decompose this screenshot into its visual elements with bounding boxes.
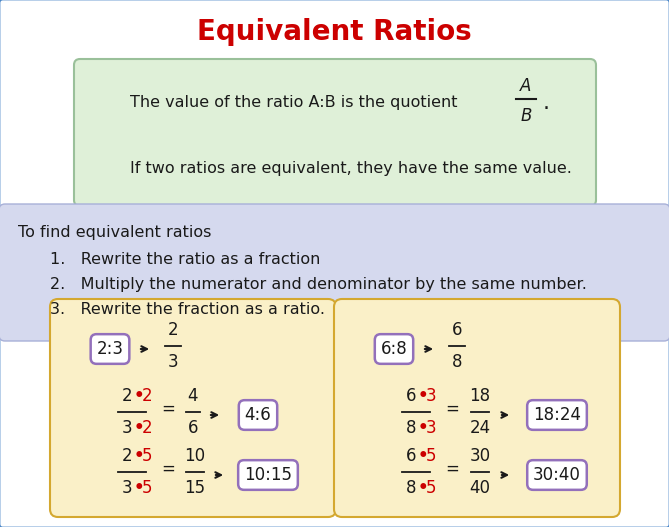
Text: =: = <box>445 400 459 418</box>
Text: •: • <box>418 419 429 437</box>
Text: =: = <box>161 400 175 418</box>
Text: 2: 2 <box>142 387 153 405</box>
Text: 30: 30 <box>470 447 490 465</box>
Text: 5: 5 <box>426 447 436 465</box>
Text: 8: 8 <box>405 479 416 497</box>
Text: 6: 6 <box>405 387 416 405</box>
Text: 4: 4 <box>188 387 198 405</box>
Text: The value of the ratio A:B is the quotient: The value of the ratio A:B is the quotie… <box>130 95 458 111</box>
Text: =: = <box>161 460 175 478</box>
Text: 6: 6 <box>405 447 416 465</box>
Text: 8: 8 <box>405 419 416 437</box>
Text: 6: 6 <box>188 419 198 437</box>
FancyBboxPatch shape <box>0 204 669 341</box>
FancyBboxPatch shape <box>74 59 596 206</box>
Text: 5: 5 <box>142 447 153 465</box>
Text: 2:3: 2:3 <box>96 340 124 358</box>
FancyBboxPatch shape <box>50 299 336 517</box>
Text: 3: 3 <box>426 387 437 405</box>
Text: 2: 2 <box>142 419 153 437</box>
Text: 6: 6 <box>452 321 462 339</box>
Text: 4:6: 4:6 <box>245 406 272 424</box>
Text: To find equivalent ratios: To find equivalent ratios <box>18 225 211 239</box>
Text: •: • <box>418 479 429 497</box>
Text: 8: 8 <box>452 353 462 371</box>
Text: 2: 2 <box>121 387 132 405</box>
Text: 6:8: 6:8 <box>381 340 407 358</box>
Text: 3: 3 <box>168 353 179 371</box>
Text: 40: 40 <box>470 479 490 497</box>
Text: •: • <box>134 387 145 405</box>
Text: •: • <box>418 447 429 465</box>
Text: •: • <box>134 419 145 437</box>
Text: 10:15: 10:15 <box>244 466 292 484</box>
Text: •: • <box>134 479 145 497</box>
Text: 3: 3 <box>121 419 132 437</box>
FancyBboxPatch shape <box>334 299 620 517</box>
Text: 3: 3 <box>426 419 437 437</box>
Text: 2: 2 <box>168 321 179 339</box>
Text: $B$: $B$ <box>520 107 533 125</box>
Text: 18: 18 <box>470 387 490 405</box>
Text: 15: 15 <box>185 479 205 497</box>
Text: 24: 24 <box>470 419 490 437</box>
Text: 5: 5 <box>142 479 153 497</box>
Text: 18:24: 18:24 <box>533 406 581 424</box>
Text: 5: 5 <box>426 479 436 497</box>
Text: 3.   Rewrite the fraction as a ratio.: 3. Rewrite the fraction as a ratio. <box>50 302 325 317</box>
Text: •: • <box>418 387 429 405</box>
Text: 2: 2 <box>121 447 132 465</box>
Text: $A$: $A$ <box>519 77 533 95</box>
Text: Equivalent Ratios: Equivalent Ratios <box>197 18 472 46</box>
Text: If two ratios are equivalent, they have the same value.: If two ratios are equivalent, they have … <box>130 161 572 175</box>
Text: 30:40: 30:40 <box>533 466 581 484</box>
Text: .: . <box>543 93 550 113</box>
Text: 2.   Multiply the numerator and denominator by the same number.: 2. Multiply the numerator and denominato… <box>50 277 587 291</box>
Text: 1.   Rewrite the ratio as a fraction: 1. Rewrite the ratio as a fraction <box>50 251 320 267</box>
Text: =: = <box>445 460 459 478</box>
Text: 3: 3 <box>121 479 132 497</box>
Text: •: • <box>134 447 145 465</box>
Text: 10: 10 <box>185 447 205 465</box>
